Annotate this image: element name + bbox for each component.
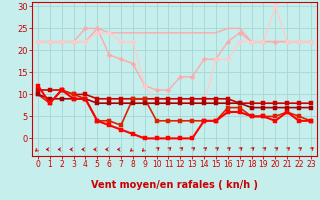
X-axis label: Vent moyen/en rafales ( kn/h ): Vent moyen/en rafales ( kn/h ) — [91, 180, 258, 190]
